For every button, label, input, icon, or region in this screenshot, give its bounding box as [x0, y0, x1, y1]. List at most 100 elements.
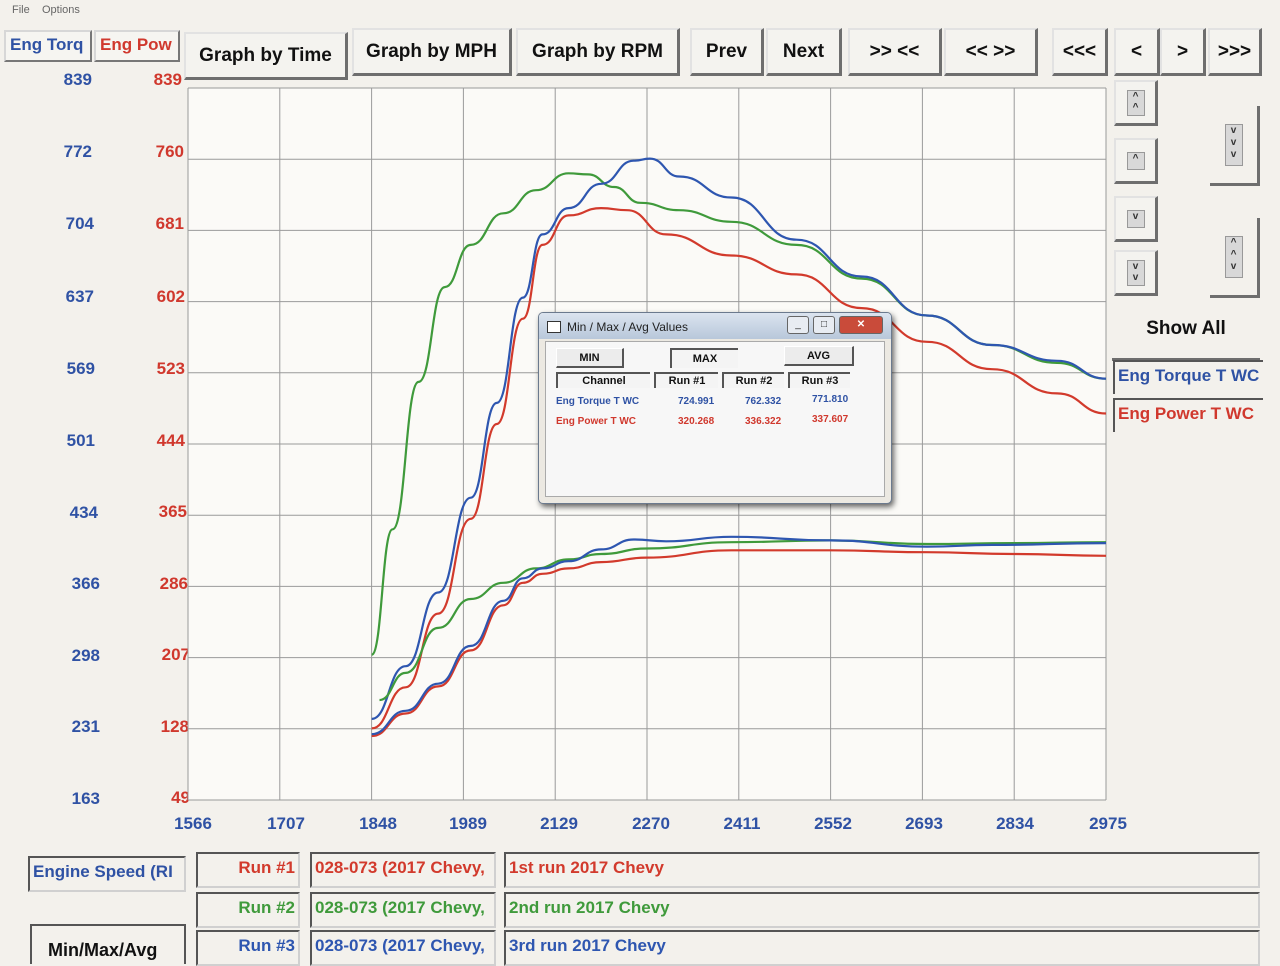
maximize-icon[interactable]: □ [813, 316, 835, 334]
dialog-title: Min / Max / Avg Values [567, 320, 688, 334]
close-icon[interactable]: ✕ [839, 316, 883, 334]
max-button[interactable]: MAX [670, 348, 738, 368]
tab-eng-power[interactable]: Eng Pow [94, 30, 180, 62]
x-tick: 1848 [359, 814, 397, 833]
series-line-power-1 [371, 549, 1107, 738]
torque-tick: 501 [66, 431, 95, 450]
power-tick: 681 [155, 214, 184, 233]
power-tick: 128 [160, 717, 189, 736]
torque-tick: 637 [65, 287, 94, 306]
row-value: 337.607 [812, 414, 849, 425]
min-button[interactable]: MIN [556, 348, 624, 368]
x-tick: 2270 [632, 814, 670, 833]
run1-label[interactable]: Run #1 [196, 852, 300, 888]
x-channel-selector[interactable]: Engine Speed (RI [28, 856, 186, 892]
power-tick: 523 [156, 359, 185, 378]
row-channel: Eng Torque T WC [556, 396, 640, 407]
series-line-power-2 [379, 539, 1107, 702]
x-tick: 2975 [1089, 814, 1127, 833]
dialog-title-bar[interactable]: Min / Max / Avg Values _ □ ✕ [539, 313, 891, 339]
dialog-body: MIN MAX AVG Channel Run #1 Run #2 Run #3… [545, 341, 885, 497]
power-tick: 444 [156, 431, 185, 450]
torque-tick: 839 [63, 70, 92, 89]
power-tick: 49 [171, 788, 190, 807]
prev-button[interactable]: Prev [690, 28, 764, 76]
run2-label[interactable]: Run #2 [196, 892, 300, 928]
run3-label[interactable]: Run #3 [196, 930, 300, 966]
torque-tick: 772 [63, 142, 92, 161]
series-line-power-3 [371, 535, 1107, 736]
run3-file[interactable]: 028-073 (2017 Chevy, [310, 930, 496, 966]
avg-button[interactable]: AVG [784, 346, 854, 366]
legend-eng-torque[interactable]: Eng Torque T WC [1113, 360, 1263, 394]
col-channel-header: Channel [556, 372, 650, 388]
power-tick: 839 [153, 70, 182, 89]
zoom-out-button[interactable]: << >> [944, 28, 1038, 76]
next-button[interactable]: Next [766, 28, 842, 76]
x-tick: 2552 [814, 814, 852, 833]
compress-scale-button[interactable]: ^ ^ v [1210, 218, 1260, 298]
run3-description[interactable]: 3rd run 2017 Chevy [504, 930, 1260, 966]
power-tick: 286 [159, 574, 188, 593]
menu-file[interactable]: File [12, 4, 30, 16]
torque-tick: 366 [71, 574, 100, 593]
window-icon [547, 321, 561, 333]
run1-description[interactable]: 1st run 2017 Chevy [504, 852, 1260, 888]
power-tick: 760 [155, 142, 184, 161]
torque-tick: 231 [71, 717, 100, 736]
torque-tick: 569 [66, 359, 95, 378]
menu-bar: File Options [0, 0, 1280, 20]
scroll-right-button[interactable]: > [1160, 28, 1206, 76]
torque-tick: 298 [71, 646, 100, 665]
torque-tick: 704 [65, 214, 94, 233]
scroll-page-up-button[interactable]: ^ ^ [1114, 80, 1158, 126]
scroll-down-button[interactable]: v [1114, 196, 1158, 242]
x-tick: 2834 [996, 814, 1034, 833]
torque-tick: 163 [71, 789, 100, 808]
run2-description[interactable]: 2nd run 2017 Chevy [504, 892, 1260, 928]
x-tick: 2693 [905, 814, 943, 833]
row-value: 762.332 [745, 396, 782, 407]
show-all-button[interactable]: Show All [1112, 300, 1260, 361]
x-tick: 1566 [174, 814, 212, 833]
scroll-far-right-button[interactable]: >>> [1208, 28, 1262, 76]
graph-by-time-button[interactable]: Graph by Time [184, 32, 348, 80]
x-tick: 2129 [540, 814, 578, 833]
minimize-icon[interactable]: _ [787, 316, 809, 334]
scroll-left-button[interactable]: < [1114, 28, 1160, 76]
compress-icon: ^ ^ v [1224, 235, 1243, 278]
min-max-avg-dialog[interactable]: Min / Max / Avg Values _ □ ✕ MIN MAX AVG… [538, 312, 892, 504]
col-run2-header: Run #2 [722, 372, 784, 388]
graph-by-rpm-button[interactable]: Graph by RPM [516, 28, 680, 76]
run2-file[interactable]: 028-073 (2017 Chevy, [310, 892, 496, 928]
menu-options[interactable]: Options [42, 4, 80, 16]
min-max-avg-button[interactable]: Min/Max/Avg [30, 924, 186, 964]
col-run1-header: Run #1 [654, 372, 718, 388]
x-tick: 1707 [267, 814, 305, 833]
scroll-far-left-button[interactable]: <<< [1052, 28, 1108, 76]
legend-eng-power[interactable]: Eng Power T WC [1113, 398, 1263, 432]
down-chevron-icon: v [1126, 209, 1145, 228]
x-tick: 2411 [723, 814, 761, 833]
row-channel: Eng Power T WC [556, 416, 636, 427]
double-up-chevron-icon: ^ ^ [1126, 89, 1145, 116]
power-tick: 602 [156, 287, 185, 306]
scroll-up-button[interactable]: ^ [1114, 138, 1158, 184]
row-value: 320.268 [678, 416, 715, 427]
x-tick: 1989 [449, 814, 487, 833]
row-value: 771.810 [812, 394, 849, 405]
col-run3-header: Run #3 [788, 372, 850, 388]
row-value: 336.322 [745, 416, 782, 427]
zoom-in-button[interactable]: >> << [848, 28, 942, 76]
up-chevron-icon: ^ [1126, 151, 1145, 170]
row-value: 724.991 [678, 396, 715, 407]
power-tick: 207 [161, 645, 190, 664]
run1-file[interactable]: 028-073 (2017 Chevy, [310, 852, 496, 888]
graph-by-mph-button[interactable]: Graph by MPH [352, 28, 512, 76]
torque-tick: 434 [69, 503, 98, 522]
tab-eng-torque[interactable]: Eng Torq [4, 30, 92, 62]
